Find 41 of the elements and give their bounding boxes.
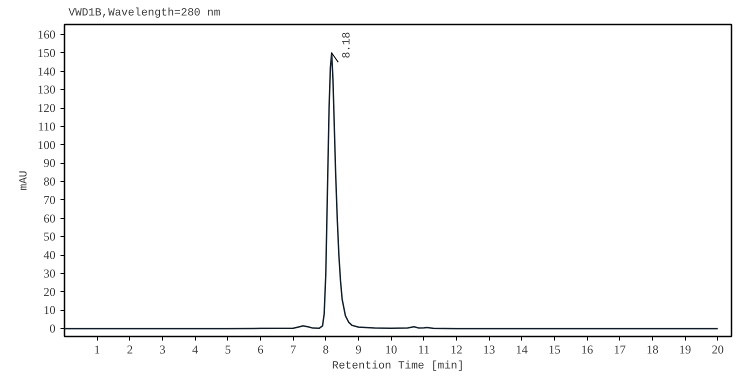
chart-title: VWD1B,Wavelength=280 nm [68,8,221,20]
x-tick-label: 13 [483,342,496,356]
y-tick-label: 160 [38,28,56,42]
y-tick-label: 50 [44,230,56,244]
x-tick-label: 20 [712,342,724,356]
x-tick-label: 7 [290,342,296,356]
x-tick-label: 14 [516,342,528,356]
y-tick-label: 60 [44,211,56,226]
x-tick-label: 12 [450,342,462,356]
y-tick-label: 90 [44,156,56,170]
y-tick-label: 40 [44,248,56,262]
y-tick-label: 100 [38,138,56,152]
y-tick-label: 120 [38,101,56,116]
y-axis-title: mAU [18,170,30,190]
x-tick-label: 3 [159,342,166,356]
x-axis-title: Retention Time [min] [332,360,464,372]
x-tick-label: 17 [614,342,626,356]
y-tick-label: 140 [38,64,56,78]
x-tick-label: 1 [94,342,100,356]
x-tick-label: 9 [355,342,362,356]
y-tick-label: 80 [44,174,56,189]
y-tick-label: 20 [44,284,56,299]
y-tick-label: 30 [44,266,56,280]
x-tick-label: 8 [322,342,329,356]
x-tick-label: 15 [548,342,560,356]
y-tick-label: 70 [44,192,56,207]
x-tick-label: 11 [418,342,430,356]
y-tick-label: 150 [38,46,56,60]
x-tick-label: 4 [192,342,198,356]
x-tick-label: 6 [257,342,264,356]
x-tick-label: 5 [224,342,231,356]
y-tick-label: 130 [38,82,56,97]
y-tick-label: 10 [44,303,56,318]
x-tick-label: 19 [679,342,692,356]
x-tick-label: 18 [646,342,658,356]
x-tick-label: 2 [126,342,133,356]
x-tick-label: 16 [581,342,594,356]
y-tick-label: 0 [50,322,56,336]
x-tick-label: 10 [385,342,398,356]
annotation: 8.18 [342,32,354,58]
y-tick-label: 110 [38,119,56,134]
